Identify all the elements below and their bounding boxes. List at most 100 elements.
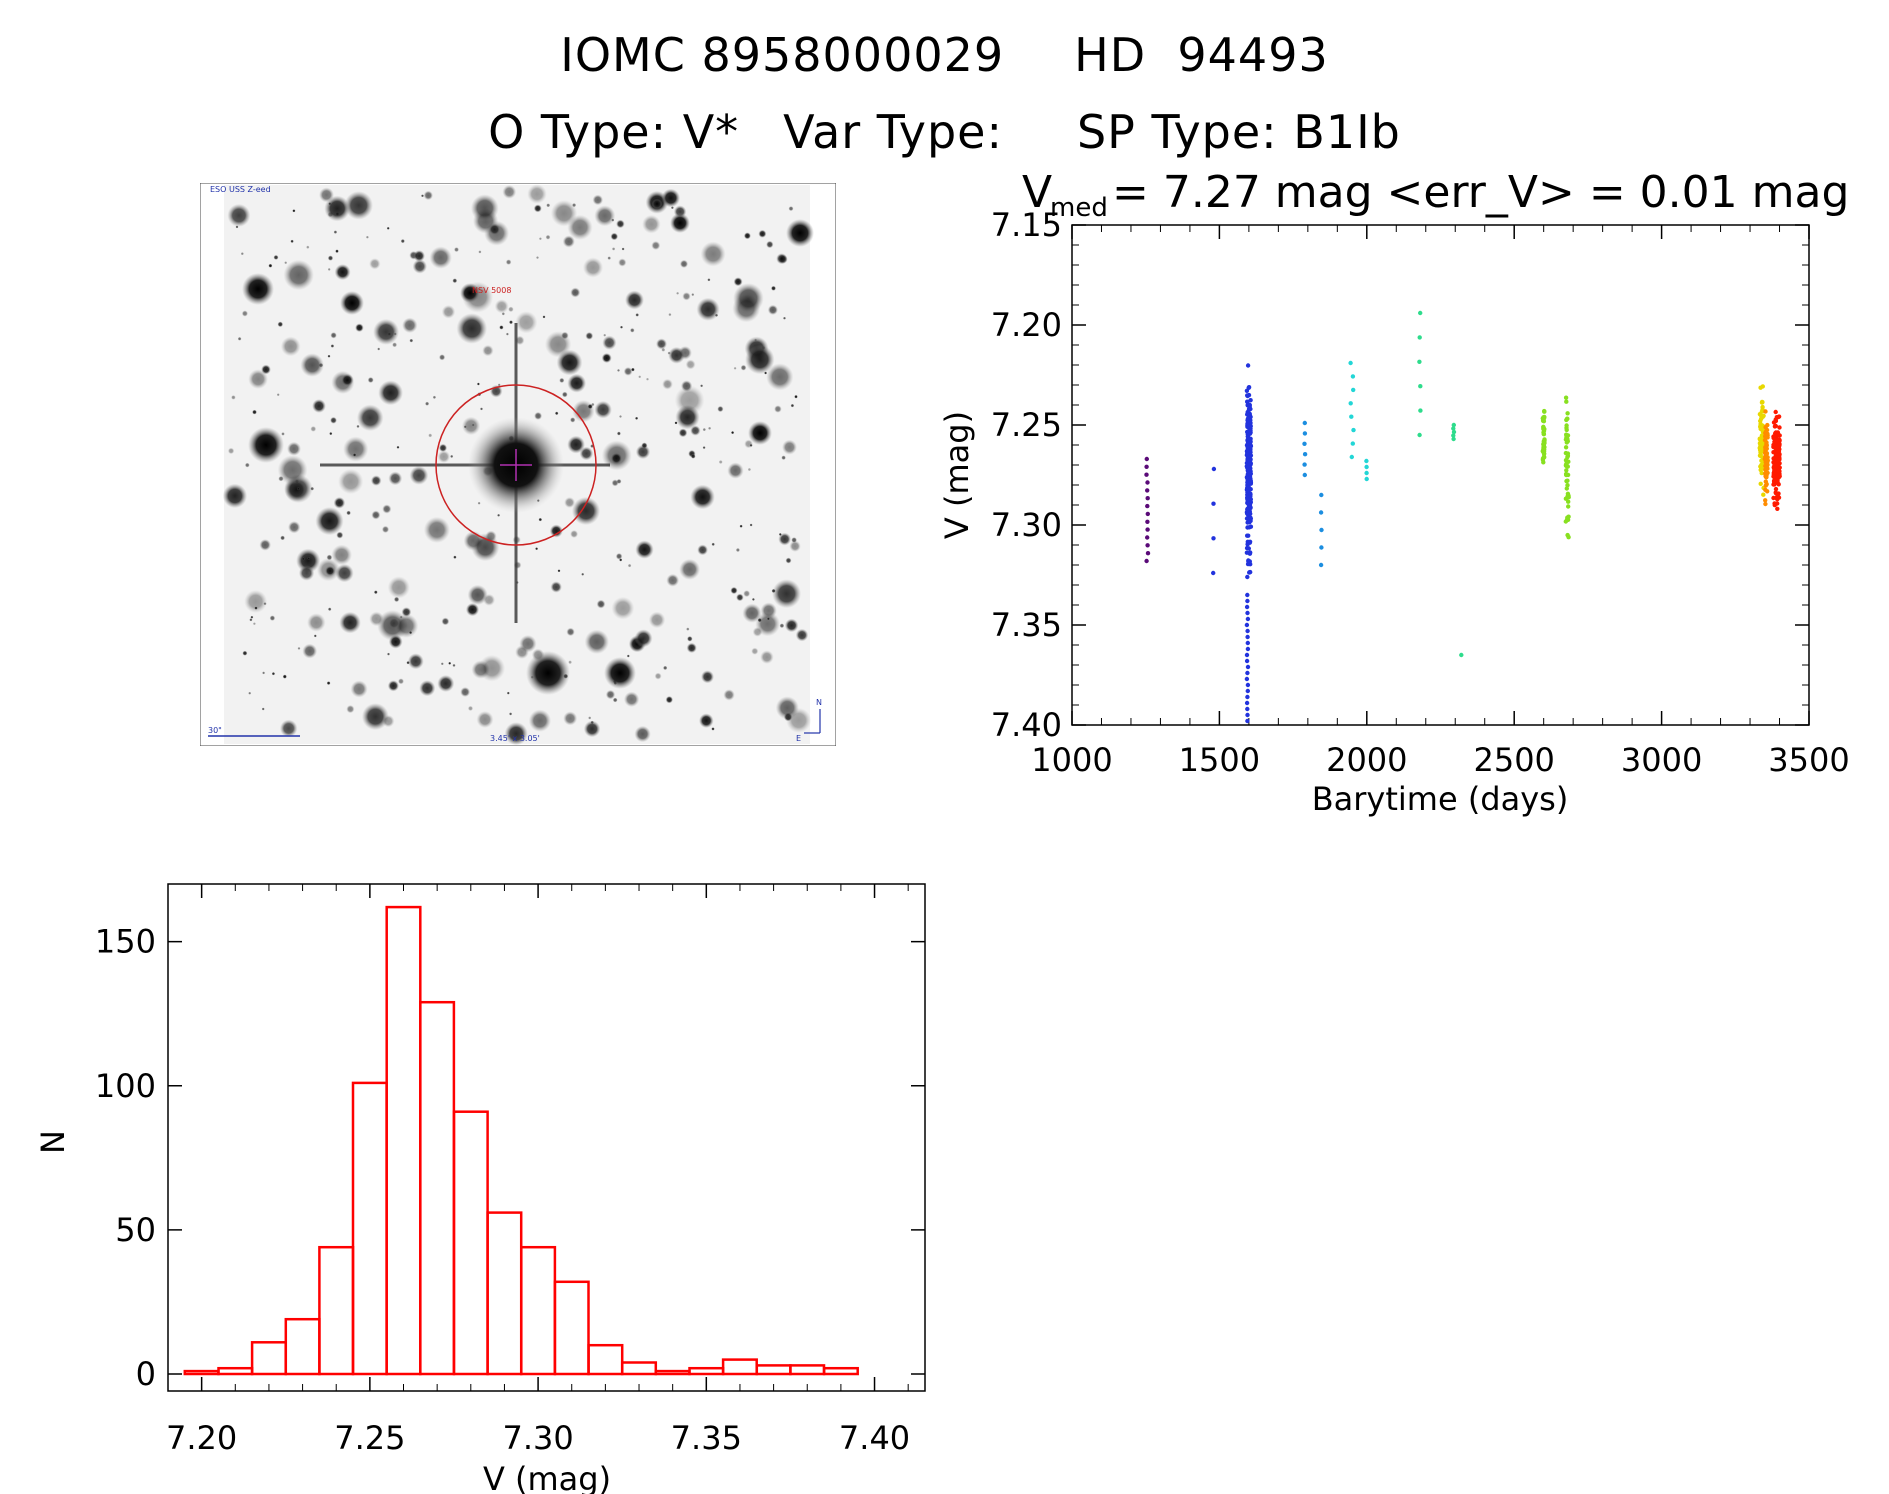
lc-point xyxy=(1564,423,1569,428)
scale-label: 30" xyxy=(208,726,222,735)
lc-point xyxy=(1246,509,1251,514)
field-star xyxy=(402,317,418,333)
hist-bar xyxy=(822,1366,859,1376)
lc-point xyxy=(1763,434,1768,439)
lc-point xyxy=(1246,454,1251,459)
lc-point xyxy=(1245,489,1250,495)
lc-point xyxy=(1777,453,1782,459)
lc-point xyxy=(1248,505,1253,510)
lc-point xyxy=(1773,445,1778,451)
lc-point xyxy=(1774,447,1779,452)
lc-point xyxy=(1771,435,1777,441)
lc-point xyxy=(1247,518,1252,523)
lc-point xyxy=(1763,434,1768,439)
lc-point xyxy=(1764,482,1769,487)
lc-point xyxy=(1246,493,1251,498)
field-star xyxy=(627,563,632,568)
field-star xyxy=(784,618,799,633)
field-star xyxy=(508,306,514,313)
lc-point xyxy=(1244,510,1250,515)
lc-point xyxy=(1245,507,1250,512)
field-star xyxy=(621,247,625,251)
field-star xyxy=(528,709,552,732)
lc-point xyxy=(1350,374,1356,379)
lc-point xyxy=(1776,455,1781,460)
field-star xyxy=(601,440,632,471)
field-star xyxy=(749,523,753,527)
lc-point xyxy=(1565,532,1570,538)
lc-point xyxy=(1777,438,1782,443)
lc-point xyxy=(1348,401,1353,406)
lc-point xyxy=(1248,481,1254,486)
lc-point xyxy=(1302,420,1308,426)
hist-bar xyxy=(789,1364,826,1376)
lc-point xyxy=(1775,469,1780,474)
field-star xyxy=(437,675,455,692)
lc-point xyxy=(1774,455,1779,460)
field-star xyxy=(739,524,743,528)
compass-n: N xyxy=(816,698,822,707)
lc-point xyxy=(1248,515,1253,520)
lc-point xyxy=(1541,447,1546,452)
lc-point xyxy=(1246,465,1251,470)
lc-point xyxy=(1764,446,1769,451)
lc-point xyxy=(1773,449,1779,454)
hist-ytick-label: 0 xyxy=(136,1355,156,1393)
field-star xyxy=(277,321,284,328)
lc-point xyxy=(1777,471,1782,477)
lc-point xyxy=(1775,456,1780,461)
spectral-type: SP Type: B1Ib xyxy=(1076,105,1401,159)
lc-point xyxy=(1775,438,1781,444)
lc-point xyxy=(1762,456,1768,462)
lc-data-points xyxy=(1144,310,1782,724)
lc-point xyxy=(1565,491,1571,496)
lc-point xyxy=(1245,478,1251,483)
field-star xyxy=(310,486,315,491)
hist-xtick-label: 7.20 xyxy=(166,1419,237,1457)
lc-point xyxy=(1245,628,1250,634)
field-star xyxy=(744,439,753,449)
lc-point xyxy=(1775,456,1780,461)
field-star xyxy=(450,454,454,458)
field-star xyxy=(448,661,452,665)
lc-point xyxy=(1757,445,1763,450)
field-star xyxy=(330,344,335,348)
lc-point xyxy=(1774,462,1779,467)
lc-point xyxy=(1351,427,1356,433)
lc-point xyxy=(1248,450,1253,455)
lc-point xyxy=(1246,516,1251,521)
lc-point xyxy=(1247,539,1253,544)
field-star xyxy=(550,581,562,593)
field-star xyxy=(567,373,587,393)
lc-point xyxy=(1758,464,1763,469)
field-star xyxy=(782,439,797,455)
field-star xyxy=(594,400,612,419)
lc-point xyxy=(1418,384,1423,389)
lc-point xyxy=(1248,524,1254,529)
lc-point xyxy=(1773,461,1779,466)
lc-title-v: V xyxy=(1022,167,1052,218)
lc-point xyxy=(1564,472,1569,477)
lc-point xyxy=(1761,413,1766,418)
field-star xyxy=(700,241,726,267)
lc-point xyxy=(1246,490,1251,495)
lc-point xyxy=(1776,443,1782,449)
lc-point xyxy=(1760,436,1766,442)
lc-point xyxy=(1777,457,1782,462)
lc-point xyxy=(1772,444,1777,449)
lc-point xyxy=(1244,658,1250,664)
field-star xyxy=(767,304,779,315)
field-star xyxy=(480,407,483,411)
field-star xyxy=(515,311,538,334)
lc-point xyxy=(1246,501,1251,507)
field-star xyxy=(515,645,529,659)
sky-image-panel: ESO USS Z-eed NSV 5008 30" 3.45' x 3.05'… xyxy=(200,183,836,746)
lc-point xyxy=(1765,470,1770,476)
lc-point xyxy=(1245,418,1251,423)
lc-point xyxy=(1773,456,1778,461)
hist-xtick-label: 7.30 xyxy=(502,1419,573,1457)
lc-point xyxy=(1764,446,1769,451)
lc-point xyxy=(1245,468,1251,473)
lc-point xyxy=(1302,431,1308,436)
lc-point xyxy=(1245,510,1250,515)
